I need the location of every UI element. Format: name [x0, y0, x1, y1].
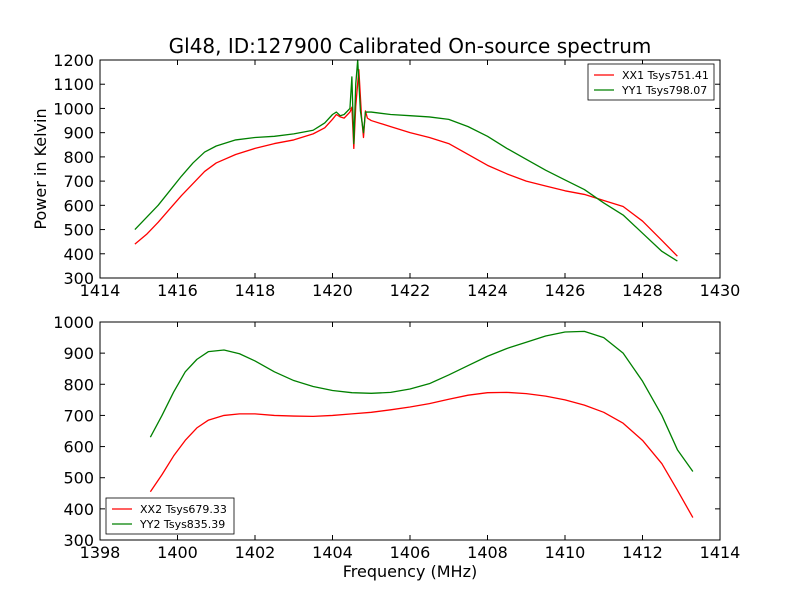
x-tick-label: 1416 [157, 281, 198, 300]
x-tick-label: 1424 [467, 281, 508, 300]
y-tick-label: 300 [63, 269, 94, 288]
y-tick-label: 800 [63, 375, 94, 394]
legend-label: XX1 Tsys751.41 [622, 69, 709, 82]
y-tick-label: 500 [63, 469, 94, 488]
series-line-2 [149, 330, 694, 472]
x-tick-label: 1400 [157, 543, 198, 562]
y-tick-label: 1100 [53, 75, 94, 94]
series-line-1 [149, 391, 694, 518]
bottom-plot: 1398 1400 1402 1404 1406 1408 1410 1412 1414 300 4… [53, 313, 740, 581]
x-tick-label: 1404 [312, 543, 353, 562]
legend: XX1 Tsys751.41 YY1 Tsys798.07 [587, 63, 715, 101]
y-tick-label: 700 [63, 172, 94, 191]
x-tick-label: 1426 [545, 281, 586, 300]
legend-label: YY2 Tsys835.39 [139, 518, 225, 531]
x-tick-label: 1412 [622, 543, 663, 562]
legend-label: XX2 Tsys679.33 [140, 503, 227, 516]
x-tick-label: 1420 [312, 281, 353, 300]
x-tick-label: 1410 [545, 543, 586, 562]
legend: XX2 Tsys679.33 YY2 Tsys835.39 [105, 497, 235, 535]
y-tick-label: 500 [63, 221, 94, 240]
series-line-1 [134, 69, 678, 257]
x-tick-label: 1398 [80, 543, 121, 562]
x-axis-label: Frequency (MHz) [343, 562, 477, 581]
x-tick-label: 1414 [80, 281, 121, 300]
y-tick-label: 600 [63, 438, 94, 457]
y-tick-label: 700 [63, 406, 94, 425]
y-tick-label: 400 [63, 500, 94, 519]
x-tick-label: 1418 [235, 281, 276, 300]
x-tick-label: 1422 [390, 281, 431, 300]
y-tick-label: 300 [63, 531, 94, 550]
y-tick-label: 800 [63, 148, 94, 167]
y-tick-label: 1200 [53, 51, 94, 70]
top-plot: 1414 1416 1418 1420 1422 1424 1426 1428 1430 300 4… [31, 51, 740, 300]
legend-label: YY1 Tsys798.07 [621, 84, 707, 97]
y-tick-label: 900 [63, 344, 94, 363]
y-axis-label: Power in Kelvin [31, 108, 50, 229]
y-tick-label: 1000 [53, 313, 94, 332]
x-tick-label: 1428 [622, 281, 663, 300]
x-tick-label: 1408 [467, 543, 508, 562]
x-tick-label: 1406 [390, 543, 431, 562]
x-tick-label: 1430 [700, 281, 741, 300]
y-tick-label: 900 [63, 124, 94, 143]
x-tick-label: 1414 [700, 543, 741, 562]
legend-box [105, 497, 235, 535]
x-tick-label: 1402 [235, 543, 276, 562]
figure-title: Gl48, ID:127900 Calibrated On-source spe… [169, 34, 652, 58]
y-tick-label: 400 [63, 245, 94, 264]
legend-box [587, 63, 715, 101]
y-tick-label: 1000 [53, 99, 94, 118]
series-line-2 [134, 59, 678, 262]
y-tick-label: 600 [63, 196, 94, 215]
